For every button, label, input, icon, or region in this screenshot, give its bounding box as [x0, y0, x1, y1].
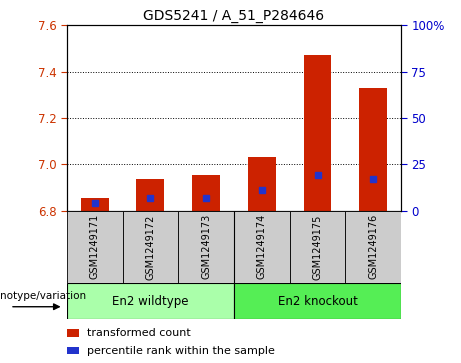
- Bar: [123, 211, 178, 283]
- Bar: [67, 283, 234, 319]
- Bar: [136, 179, 164, 211]
- Text: transformed count: transformed count: [87, 328, 191, 338]
- Text: GSM1249175: GSM1249175: [313, 214, 323, 280]
- Bar: [234, 211, 290, 283]
- Bar: [234, 283, 401, 319]
- Bar: [345, 211, 401, 283]
- Text: GSM1249174: GSM1249174: [257, 214, 267, 280]
- Text: genotype/variation: genotype/variation: [0, 291, 86, 301]
- Bar: [359, 88, 387, 211]
- Text: GSM1249172: GSM1249172: [145, 214, 155, 280]
- Bar: [67, 347, 78, 354]
- Bar: [290, 211, 345, 283]
- Text: GSM1249173: GSM1249173: [201, 214, 211, 280]
- Title: GDS5241 / A_51_P284646: GDS5241 / A_51_P284646: [143, 9, 325, 23]
- Bar: [192, 175, 220, 211]
- Bar: [67, 329, 78, 337]
- Bar: [248, 157, 276, 211]
- Bar: [178, 211, 234, 283]
- Text: En2 knockout: En2 knockout: [278, 295, 357, 308]
- Bar: [81, 198, 109, 211]
- Text: En2 wildtype: En2 wildtype: [112, 295, 189, 308]
- Text: percentile rank within the sample: percentile rank within the sample: [87, 346, 275, 356]
- Bar: [67, 211, 123, 283]
- Bar: [304, 56, 331, 211]
- Text: GSM1249171: GSM1249171: [90, 214, 100, 280]
- Text: GSM1249176: GSM1249176: [368, 214, 378, 280]
